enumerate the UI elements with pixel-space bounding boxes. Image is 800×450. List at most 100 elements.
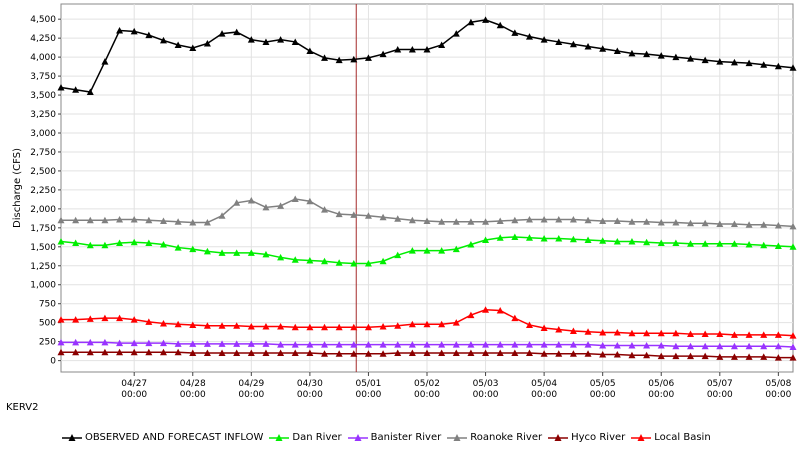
data-point-marker (467, 241, 475, 248)
data-point-marker (145, 216, 153, 224)
data-point-marker (218, 30, 226, 37)
data-point-marker (657, 52, 665, 59)
x-tick-date: 05/02 (414, 379, 440, 389)
series-4 (57, 348, 797, 361)
data-point-marker (511, 349, 519, 357)
x-axis-ticks: 04/2700:0004/2800:0004/2900:0004/3000:00… (121, 372, 792, 400)
data-point-marker (86, 241, 94, 249)
data-point-marker (116, 239, 124, 247)
legend-label: Hyco River (571, 432, 626, 443)
data-point-marker (511, 314, 519, 322)
data-point-marker (687, 330, 695, 338)
data-point-marker (321, 341, 329, 348)
data-point-marker (101, 58, 109, 65)
y-tick-label: 1,000 (30, 281, 56, 291)
data-point-marker (701, 330, 709, 338)
data-point-marker (364, 259, 372, 267)
data-point-marker (174, 244, 182, 251)
data-point-marker (408, 341, 416, 348)
data-point-marker (408, 349, 416, 357)
data-point-marker (174, 320, 182, 328)
data-point-marker (584, 42, 592, 50)
data-point-marker (130, 348, 138, 356)
y-tick-label: 4,250 (30, 34, 56, 44)
data-point-marker (716, 240, 724, 247)
data-point-marker (774, 331, 782, 338)
data-point-marker (745, 241, 753, 248)
data-point-marker (438, 349, 446, 357)
data-point-marker (569, 40, 577, 48)
data-point-marker (774, 342, 782, 350)
data-point-marker (423, 320, 431, 328)
data-point-marker (438, 218, 446, 225)
y-tick-label: 0 (50, 357, 56, 367)
data-point-marker (394, 349, 402, 357)
data-point-marker (145, 339, 153, 347)
data-point-marker (306, 341, 314, 348)
data-point-marker (321, 350, 329, 357)
data-point-marker (57, 216, 65, 224)
x-tick-time: 00:00 (707, 390, 733, 400)
data-point-marker (174, 340, 182, 347)
data-point-marker (321, 54, 329, 61)
data-point-marker (408, 247, 416, 254)
legend-label: Dan River (292, 432, 342, 443)
y-tick-label: 2,750 (30, 148, 56, 158)
data-point-marker (203, 322, 211, 329)
data-point-marker (379, 213, 387, 221)
data-point-marker (438, 320, 446, 328)
data-point-marker (423, 247, 431, 254)
data-point-marker (335, 341, 343, 348)
data-point-marker (657, 219, 665, 226)
data-point-marker (218, 212, 226, 219)
data-point-marker (277, 36, 285, 43)
data-point-marker (233, 340, 241, 347)
y-tick-label: 2,500 (30, 167, 56, 177)
data-point-marker (72, 239, 80, 247)
data-point-marker (394, 215, 402, 222)
data-point-marker (159, 339, 167, 347)
data-point-marker (408, 216, 416, 224)
x-tick-date: 05/03 (473, 379, 499, 389)
x-tick-time: 00:00 (590, 390, 616, 400)
data-point-marker (701, 240, 709, 247)
data-point-marker (525, 33, 533, 40)
data-point-marker (321, 257, 329, 265)
data-point-marker (511, 233, 519, 240)
data-point-marker (247, 197, 255, 204)
data-point-marker (130, 316, 138, 323)
data-point-marker (525, 215, 533, 223)
data-point-marker (86, 216, 94, 224)
data-point-marker (643, 238, 651, 246)
data-point-marker (159, 217, 167, 225)
data-point-marker (774, 62, 782, 70)
data-point-marker (525, 321, 533, 328)
data-point-marker (774, 242, 782, 250)
series-lines (57, 16, 797, 361)
data-point-marker (145, 348, 153, 356)
data-point-marker (174, 348, 182, 356)
data-point-marker (672, 53, 680, 61)
data-point-marker (423, 349, 431, 357)
data-point-marker (57, 83, 65, 91)
data-point-marker (452, 245, 460, 253)
y-tick-label: 500 (39, 319, 56, 329)
y-tick-label: 3,500 (30, 91, 56, 101)
data-point-marker (262, 38, 270, 45)
data-point-marker (262, 340, 270, 347)
data-point-marker (613, 237, 621, 245)
data-point-marker (584, 236, 592, 243)
y-tick-label: 750 (39, 300, 56, 310)
data-point-marker (657, 329, 665, 337)
data-point-marker (569, 327, 577, 335)
x-tick-time: 00:00 (238, 390, 264, 400)
data-point-marker (643, 351, 651, 359)
data-point-marker (687, 55, 695, 62)
data-point-marker (262, 203, 270, 211)
data-point-marker (760, 221, 768, 228)
data-point-marker (760, 61, 768, 68)
data-point-marker (335, 259, 343, 266)
x-tick-time: 00:00 (648, 390, 674, 400)
data-point-marker (452, 319, 460, 326)
